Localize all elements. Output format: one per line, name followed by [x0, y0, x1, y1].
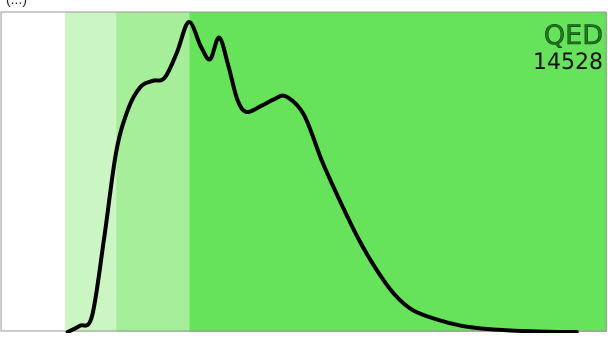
- shade-band-3: [116, 12, 190, 332]
- plot-border: [0, 11, 607, 332]
- chart-title: QED: [544, 20, 603, 51]
- shade-band-2: [65, 12, 117, 332]
- top-text-fragment: (...): [6, 0, 27, 7]
- shade-band-4: [189, 12, 607, 332]
- density-curve-1: [65, 20, 579, 335]
- shade-band-1: [1, 12, 66, 332]
- chart-count-label: 14528: [533, 50, 603, 75]
